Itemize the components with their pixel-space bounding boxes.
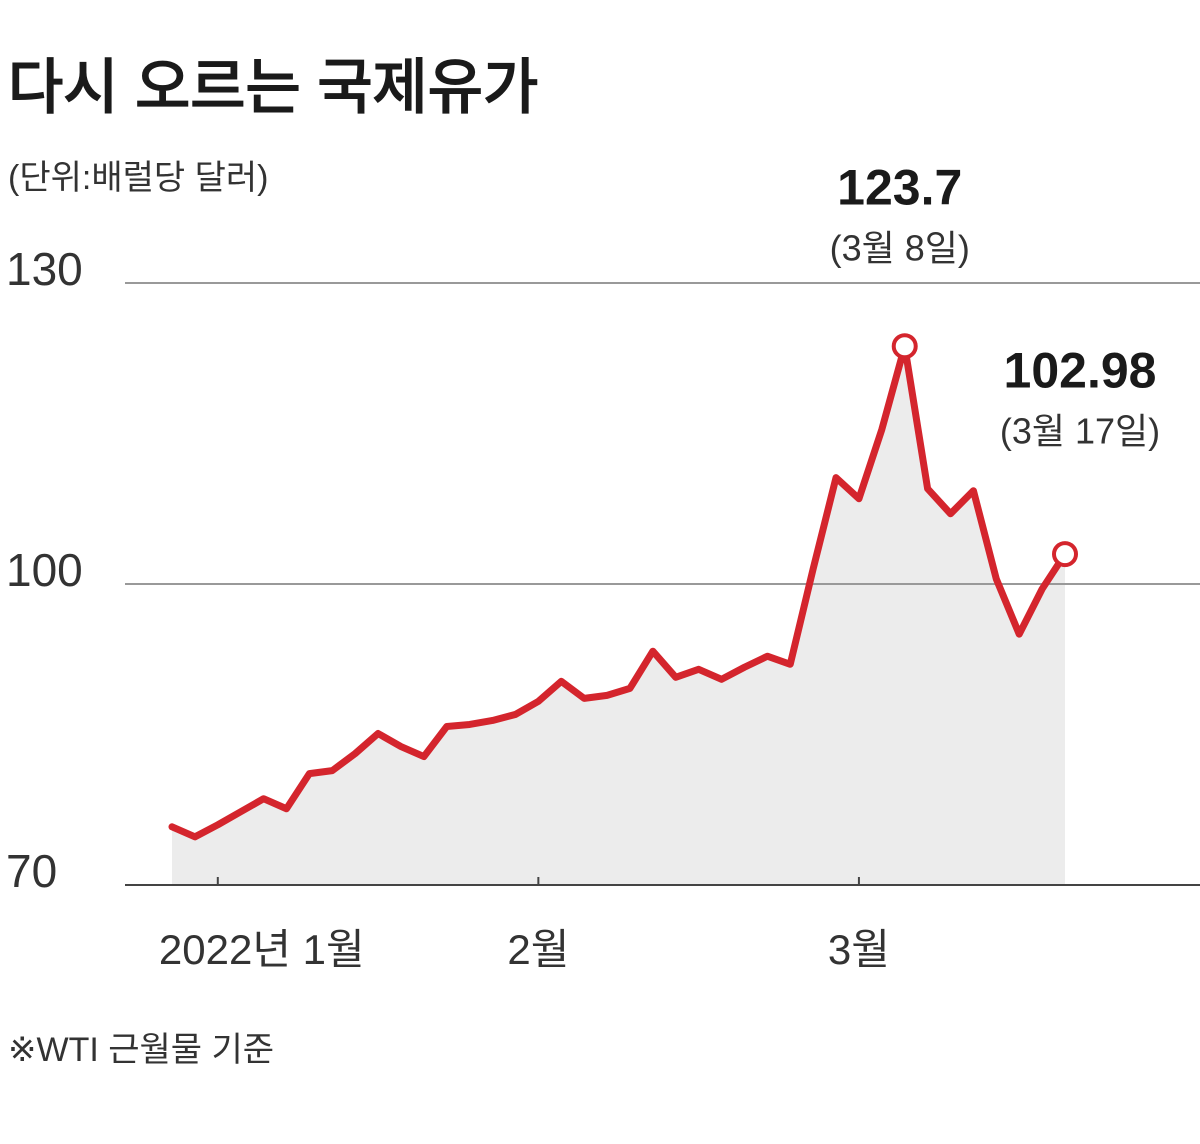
unit-note: (단위:배럴당 달러) bbox=[8, 159, 269, 197]
footnote: ※WTI 근월물 기준 bbox=[8, 1031, 274, 1069]
price-line bbox=[168, 342, 1069, 841]
chart-title: 다시 오르는 국제유가 bbox=[8, 54, 538, 121]
area bbox=[172, 346, 1065, 886]
date-label: (3월 8일) bbox=[830, 228, 970, 269]
x-tick-label: 3월 bbox=[828, 926, 890, 973]
highlight-point bbox=[1052, 541, 1078, 568]
x-tick-label: 2월 bbox=[507, 926, 569, 973]
value-label: 123.7 bbox=[837, 159, 962, 215]
date-label: (3월 17일) bbox=[1000, 411, 1160, 452]
highlight-point bbox=[891, 333, 918, 360]
y-tick-label: 70 bbox=[6, 845, 57, 897]
y-tick-label: 100 bbox=[6, 544, 83, 596]
value-label: 102.98 bbox=[1004, 342, 1157, 398]
label-bg bbox=[789, 151, 1010, 277]
x-tick-label: 2022년 1월 bbox=[159, 926, 365, 973]
y-tick-label: 130 bbox=[6, 243, 83, 295]
label-bg bbox=[970, 334, 1190, 460]
